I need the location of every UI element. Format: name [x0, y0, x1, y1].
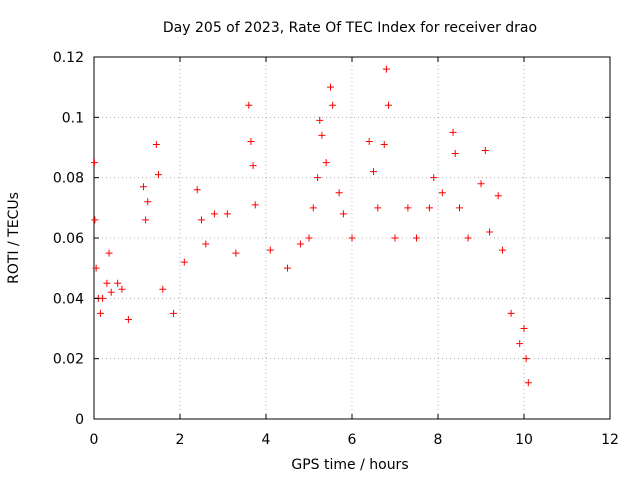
data-point [144, 198, 152, 206]
data-point [249, 162, 257, 170]
data-point [118, 285, 126, 293]
data-point [449, 128, 457, 136]
data-point [413, 234, 420, 242]
x-axis-label: GPS time / hours [291, 457, 408, 473]
data-point [90, 159, 98, 167]
data-point [284, 264, 291, 272]
data-point [430, 174, 438, 182]
x-tick-label: 2 [176, 432, 185, 448]
data-points [90, 65, 532, 387]
data-point [370, 168, 377, 176]
data-point [522, 355, 530, 363]
y-tick-label: 0.12 [53, 50, 84, 66]
data-point [198, 216, 205, 224]
data-point [385, 101, 393, 109]
data-point [374, 204, 382, 212]
data-point [210, 210, 218, 218]
x-tick-label: 0 [90, 432, 99, 448]
data-point [251, 201, 259, 209]
data-point [404, 204, 412, 212]
data-point [477, 180, 485, 188]
x-tick-label: 12 [601, 432, 619, 448]
data-point [494, 192, 502, 200]
data-point [524, 379, 532, 387]
data-point [380, 140, 388, 148]
data-point [152, 140, 160, 148]
data-point [464, 234, 472, 242]
data-point [486, 228, 494, 236]
data-point [451, 150, 459, 158]
data-point [335, 189, 343, 197]
data-point [329, 101, 337, 109]
data-point [202, 240, 210, 248]
data-point [193, 186, 201, 194]
data-point [520, 325, 528, 332]
data-point [105, 249, 113, 257]
data-point [155, 171, 162, 179]
data-point [499, 246, 506, 254]
data-point [327, 83, 334, 91]
y-tick-label: 0.06 [53, 231, 84, 247]
data-point [266, 246, 274, 254]
data-point [99, 294, 107, 302]
data-point [92, 264, 100, 272]
x-axis-ticks: 0 2 4 6 8 10 12 [90, 57, 619, 448]
data-point [309, 204, 317, 212]
x-tick-label: 4 [262, 432, 271, 448]
y-tick-label: 0 [75, 412, 84, 428]
data-point [516, 340, 524, 348]
data-point [322, 159, 330, 167]
data-point [339, 210, 347, 218]
y-tick-label: 0.08 [53, 171, 84, 187]
chart-title: Day 205 of 2023, Rate Of TEC Index for r… [163, 20, 537, 36]
data-point [391, 234, 399, 242]
data-point [142, 216, 150, 224]
data-point [159, 285, 167, 293]
data-point [139, 183, 147, 191]
y-tick-label: 0.1 [62, 110, 84, 126]
y-axis-ticks: 0 0.02 0.04 0.06 0.08 0.1 0.12 [53, 50, 610, 428]
data-point [91, 216, 99, 224]
data-point [348, 234, 356, 242]
data-point [124, 315, 132, 323]
data-point [96, 309, 104, 317]
data-point [107, 288, 115, 296]
data-point [245, 101, 253, 109]
data-point [103, 279, 111, 287]
y-tick-label: 0.02 [53, 352, 84, 368]
x-tick-label: 10 [515, 432, 533, 448]
data-point [314, 174, 322, 182]
data-point [481, 147, 489, 155]
data-point [425, 204, 433, 212]
data-point [305, 234, 313, 242]
data-point [318, 131, 326, 139]
data-point [365, 137, 373, 145]
data-point [232, 249, 240, 257]
data-point [507, 309, 515, 317]
y-axis-label: ROTI / TECUs [6, 192, 22, 284]
data-point [170, 309, 178, 317]
y-tick-label: 0.04 [53, 291, 84, 307]
data-point [456, 204, 463, 212]
data-point [382, 65, 390, 73]
x-tick-label: 8 [434, 432, 443, 448]
x-tick-label: 6 [348, 432, 357, 448]
data-point [296, 240, 304, 248]
data-point [114, 279, 122, 287]
data-point [223, 210, 231, 218]
data-point [316, 116, 324, 124]
data-point [247, 137, 255, 145]
data-point [180, 258, 188, 266]
data-point [438, 189, 446, 197]
